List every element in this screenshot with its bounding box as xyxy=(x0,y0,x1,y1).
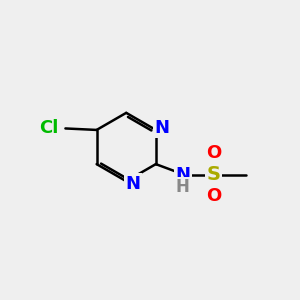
Text: Cl: Cl xyxy=(40,119,59,137)
Text: O: O xyxy=(206,187,221,205)
Text: O: O xyxy=(206,144,221,162)
Text: N: N xyxy=(155,118,170,136)
Text: H: H xyxy=(176,178,190,196)
Text: N: N xyxy=(175,166,190,184)
Text: S: S xyxy=(207,165,221,184)
Text: N: N xyxy=(125,175,140,193)
